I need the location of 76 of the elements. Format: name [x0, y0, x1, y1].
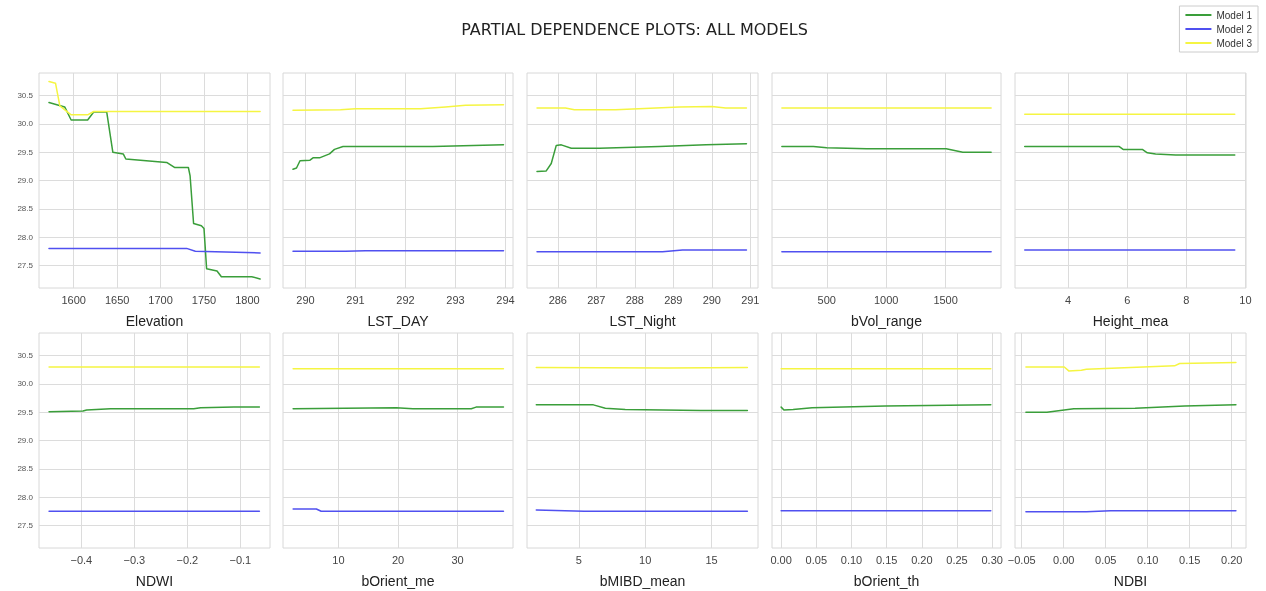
x-tick-label: 293 — [446, 293, 465, 306]
x-axis-title: NDWI — [135, 573, 174, 589]
x-tick-label: 291 — [741, 293, 760, 306]
x-axis-title: LST_DAY — [367, 313, 430, 329]
x-tick-label: 1650 — [104, 293, 130, 306]
x-axis-title: LST_Night — [609, 313, 676, 329]
x-tick-label: 0.20 — [911, 553, 933, 566]
x-tick-label: 287 — [587, 293, 606, 306]
x-axis-title: bOrient_th — [853, 573, 920, 589]
y-tick-label: 28.0 — [17, 492, 34, 502]
y-tick-label: 30.0 — [17, 379, 34, 389]
x-tick-label: 0.10 — [1137, 553, 1159, 566]
y-tick-label: 29.0 — [17, 436, 34, 445]
x-tick-label: 0.00 — [770, 553, 792, 566]
x-tick-label: −0.3 — [123, 553, 146, 566]
x-tick-label: 0.15 — [875, 553, 898, 566]
x-tick-label: 10 — [639, 553, 652, 566]
x-tick-label: 1500 — [933, 293, 958, 306]
x-axis-title: bOrient_me — [361, 573, 435, 589]
x-tick-label: 10 — [1239, 293, 1252, 306]
x-tick-label: −0.1 — [229, 553, 252, 566]
x-axis-title: bVol_range — [851, 313, 923, 329]
x-tick-label: 6 — [1124, 293, 1131, 306]
x-tick-label: 292 — [396, 293, 415, 306]
x-axis-title: bMIBD_mean — [599, 573, 686, 589]
legend-label: Model 2 — [1216, 23, 1253, 35]
x-tick-label: 0.05 — [1095, 553, 1117, 566]
x-tick-label: 0.00 — [1053, 553, 1075, 566]
x-tick-label: −0.05 — [1007, 553, 1036, 566]
y-tick-label: 27.5 — [17, 520, 34, 530]
x-tick-label: 294 — [496, 293, 515, 306]
x-tick-label: 15 — [705, 553, 718, 566]
y-tick-label: 30.5 — [17, 91, 34, 101]
x-tick-label: 1700 — [148, 293, 173, 306]
x-tick-label: 500 — [817, 293, 836, 306]
x-tick-label: 8 — [1183, 293, 1190, 306]
x-tick-label: 1800 — [235, 293, 260, 306]
legend-label: Model 3 — [1216, 37, 1253, 49]
y-tick-label: 28.5 — [17, 204, 34, 214]
x-tick-label: −0.2 — [176, 553, 199, 566]
x-tick-label: 291 — [346, 293, 365, 306]
y-tick-label: 29.5 — [17, 147, 34, 157]
y-tick-label: 28.5 — [17, 464, 34, 474]
x-tick-label: 289 — [664, 293, 683, 306]
x-tick-label: 5 — [575, 553, 582, 566]
x-tick-label: 4 — [1065, 293, 1072, 306]
line-series — [48, 101, 261, 280]
chart-title: PARTIAL DEPENDENCE PLOTS: ALL MODELS — [461, 19, 808, 39]
x-tick-label: 30 — [451, 553, 464, 566]
legend-label: Model 1 — [1216, 9, 1253, 21]
y-tick-label: 30.5 — [17, 351, 34, 361]
x-axis-title: Height_mea — [1092, 313, 1169, 329]
y-tick-label: 29.0 — [17, 176, 34, 185]
line-series — [48, 80, 261, 116]
x-tick-label: 0.30 — [981, 553, 1003, 566]
x-tick-label: 290 — [296, 293, 315, 306]
x-tick-label: 1000 — [873, 293, 899, 306]
y-tick-label: 27.5 — [17, 260, 34, 270]
x-tick-label: 288 — [625, 293, 644, 306]
x-tick-label: 10 — [332, 553, 345, 566]
y-tick-label: 29.5 — [17, 407, 34, 417]
x-tick-label: 0.15 — [1179, 553, 1201, 566]
y-tick-label: 30.0 — [17, 119, 34, 129]
x-tick-label: 0.20 — [1221, 553, 1243, 566]
x-tick-label: 1600 — [61, 293, 86, 306]
x-tick-label: 0.05 — [805, 553, 828, 566]
x-tick-label: 0.10 — [840, 553, 863, 566]
x-tick-label: 0.25 — [946, 553, 968, 566]
x-tick-label: 1750 — [191, 293, 217, 306]
x-tick-label: 20 — [391, 553, 405, 566]
y-tick-label: 28.0 — [17, 232, 34, 242]
x-tick-label: 286 — [548, 293, 567, 306]
x-tick-label: −0.4 — [70, 553, 93, 566]
x-axis-title: Elevation — [125, 313, 184, 329]
x-axis-title: NDBI — [1113, 573, 1148, 589]
x-tick-label: 290 — [702, 293, 721, 306]
